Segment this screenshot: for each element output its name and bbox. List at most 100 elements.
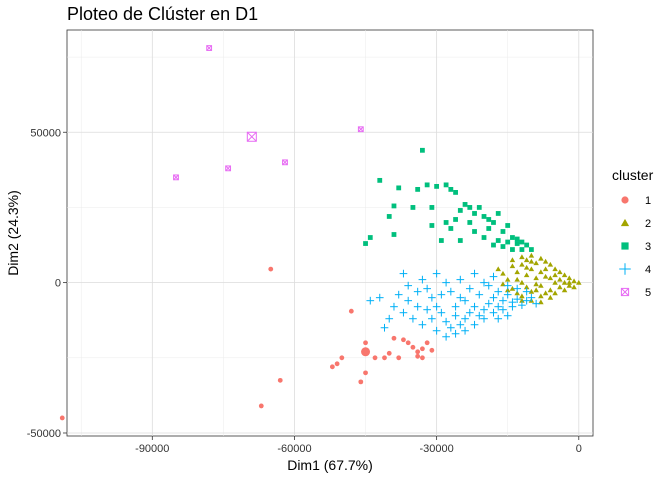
data-point: [453, 190, 458, 195]
data-point: [561, 279, 568, 285]
data-point: [415, 353, 421, 359]
data-point: [451, 329, 460, 338]
data-point: [442, 317, 450, 326]
data-point: [443, 182, 449, 188]
data-point: [494, 314, 503, 323]
data-point: [547, 275, 554, 281]
data-point: [538, 299, 544, 305]
data-point: [348, 308, 354, 314]
data-point: [528, 252, 535, 258]
data-point: [566, 282, 573, 288]
data-point: [432, 326, 441, 335]
data-point: [467, 220, 473, 225]
x-axis: -90000 -60000 -30000 0: [135, 436, 582, 455]
data-point: [377, 177, 383, 183]
cluster-center-point: [246, 131, 257, 142]
legend-item-4: 4: [619, 263, 651, 276]
data-point: [519, 297, 525, 303]
data-point: [480, 305, 488, 314]
legend-label: 4: [645, 264, 651, 276]
data-point: [480, 314, 488, 323]
y-tick-label: 50000: [30, 127, 61, 139]
data-point: [357, 126, 364, 133]
data-point: [509, 263, 516, 269]
legend-item-5: 5: [620, 287, 651, 299]
data-point: [495, 266, 501, 272]
data-point: [503, 311, 512, 320]
data-point: [457, 208, 463, 213]
data-point: [566, 279, 573, 285]
data-point: [380, 323, 389, 332]
data-point: [523, 257, 530, 263]
data-point: [424, 182, 430, 188]
data-point: [491, 242, 496, 248]
data-point: [420, 147, 425, 153]
legend-title: cluster: [612, 167, 654, 183]
y-tick-label: -50000: [27, 428, 61, 440]
data-point: [528, 258, 535, 264]
legend-label: 3: [645, 241, 651, 253]
data-point: [396, 355, 402, 361]
y-axis-title: Dim2 (24.3%): [5, 190, 21, 276]
data-point: [456, 275, 465, 284]
data-point: [475, 311, 484, 320]
data-point: [451, 302, 460, 311]
data-point: [519, 239, 525, 245]
data-point: [542, 290, 549, 296]
data-point: [503, 281, 512, 290]
data-point: [423, 305, 431, 314]
data-point: [456, 320, 465, 329]
data-point: [557, 284, 563, 290]
data-point: [442, 278, 450, 287]
data-point: [428, 314, 436, 323]
data-point: [547, 294, 554, 300]
data-point: [519, 254, 525, 260]
data-point: [470, 302, 479, 311]
legend: cluster 1 2 3 4 5: [612, 167, 654, 299]
data-point: [489, 272, 498, 281]
data-point: [413, 302, 422, 311]
data-point: [432, 269, 441, 278]
data-point: [500, 229, 506, 234]
data-point: [538, 269, 544, 275]
data-point: [542, 258, 549, 264]
series-1: [59, 266, 435, 421]
data-point: [533, 287, 539, 293]
series-2: [495, 252, 582, 305]
data-point: [457, 238, 463, 243]
data-point: [391, 335, 397, 341]
data-point: [533, 260, 539, 266]
data-point: [446, 287, 455, 296]
data-point: [475, 290, 484, 299]
legend-label: 5: [645, 287, 651, 299]
data-point: [494, 287, 503, 296]
data-point: [552, 290, 558, 296]
data-point: [542, 266, 549, 272]
data-point: [538, 282, 544, 288]
data-point: [329, 364, 335, 370]
data-point: [404, 281, 413, 290]
grid-major: [67, 30, 593, 436]
data-point: [367, 235, 373, 240]
data-point: [528, 266, 535, 272]
data-point: [552, 266, 558, 272]
data-point: [571, 284, 577, 290]
data-point: [557, 269, 563, 275]
x-tick-label: -90000: [135, 443, 169, 455]
data-point: [486, 217, 492, 222]
data-point: [277, 377, 283, 383]
data-point: [434, 183, 440, 189]
data-point: [465, 308, 474, 317]
data-point: [514, 241, 520, 246]
data-point: [472, 211, 477, 216]
data-point: [173, 174, 179, 181]
data-point: [522, 287, 531, 296]
data-point: [538, 293, 544, 299]
data-point: [415, 349, 421, 355]
data-point: [528, 288, 535, 294]
data-point: [532, 299, 540, 308]
data-point: [448, 186, 454, 192]
y-tick-label: 0: [55, 278, 61, 290]
data-point: [372, 355, 378, 361]
data-point: [561, 287, 568, 293]
